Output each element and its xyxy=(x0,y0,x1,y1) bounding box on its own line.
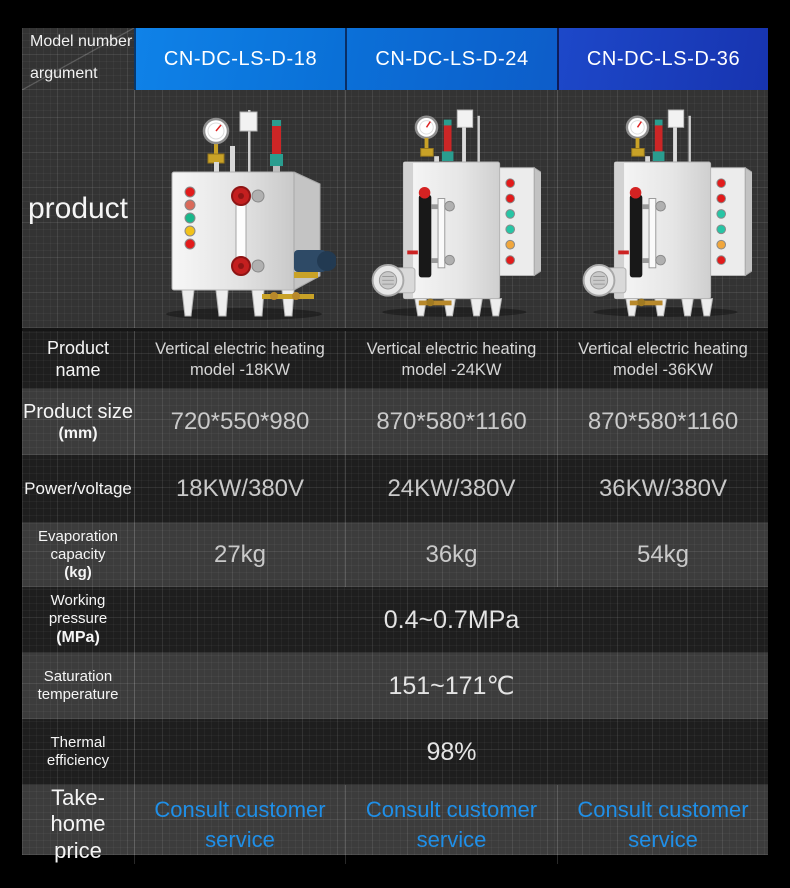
power-36: 36KW/380V xyxy=(557,455,768,523)
product-image-cell-36 xyxy=(557,90,768,328)
product-name-18: Vertical electric heating model -18KW xyxy=(134,331,345,389)
vertical-steam-boiler-24kw-image xyxy=(371,109,541,317)
model-header-18: CN-DC-LS-D-18 xyxy=(134,28,345,90)
row-evaporation-capacity: Evaporation capacity (kg) 27kg 36kg 54kg xyxy=(22,523,768,587)
row-price-label-cell: Take-home price xyxy=(22,785,134,864)
product-row: product xyxy=(22,90,768,328)
row-label: Evaporation capacity xyxy=(37,528,119,563)
evaporation-24: 36kg xyxy=(345,523,557,587)
product-row-label: product xyxy=(27,192,129,225)
row-label: Product size xyxy=(22,401,134,424)
header-corner-cell: Model number argument xyxy=(22,28,134,90)
row-product-size: Product size (mm) 720*550*980 870*580*11… xyxy=(22,389,768,455)
size-24: 870*580*1160 xyxy=(345,389,557,455)
row-saturation-label-cell: Saturation temperature xyxy=(22,653,134,719)
row-evaporation-label-cell: Evaporation capacity (kg) xyxy=(22,523,134,587)
row-thermal-label-cell: Thermal efficiency xyxy=(22,719,134,785)
product-row-label-cell: product xyxy=(22,90,134,328)
working-pressure-value: 0.4~0.7MPa xyxy=(134,587,768,653)
row-power-voltage: Power/voltage 18KW/380V 24KW/380V 36KW/3… xyxy=(22,455,768,523)
row-product-name-label-cell: Product name xyxy=(22,331,134,389)
row-label-unit: (mm) xyxy=(58,425,98,443)
row-label: Power/voltage xyxy=(24,478,132,498)
product-image-cell-24 xyxy=(345,90,557,328)
product-name-36: Vertical electric heating model -36KW xyxy=(557,331,768,389)
saturation-temperature-value: 151~171℃ xyxy=(134,653,768,719)
row-thermal-efficiency: Thermal efficiency 98% xyxy=(22,719,768,785)
consult-customer-service-link-36[interactable]: Consult customer service xyxy=(557,785,768,865)
spec-table: Model number argument CN-DC-LS-D-18 CN-D… xyxy=(22,28,768,865)
row-label: Product name xyxy=(46,338,110,380)
row-label: Take-home price xyxy=(50,785,106,863)
row-label: Thermal efficiency xyxy=(46,734,110,769)
vertical-steam-boiler-36kw-image xyxy=(582,109,752,317)
row-power-voltage-label-cell: Power/voltage xyxy=(22,455,134,523)
consult-customer-service-link-24[interactable]: Consult customer service xyxy=(345,785,557,865)
row-label-unit: (kg) xyxy=(64,564,92,581)
row-label-unit: (MPa) xyxy=(56,629,100,647)
power-18: 18KW/380V xyxy=(134,455,345,523)
row-saturation-temperature: Saturation temperature 151~171℃ xyxy=(22,653,768,719)
row-label: Saturation temperature xyxy=(37,668,119,703)
power-24: 24KW/380V xyxy=(345,455,557,523)
vertical-steam-boiler-18kw-image xyxy=(166,110,336,320)
evaporation-18: 27kg xyxy=(134,523,345,587)
row-working-pressure-label-cell: Working pressure (MPa) xyxy=(22,587,134,653)
model-header-24: CN-DC-LS-D-24 xyxy=(345,28,557,90)
model-header-36: CN-DC-LS-D-36 xyxy=(557,28,768,90)
row-product-size-label-cell: Product size (mm) xyxy=(22,389,134,455)
consult-customer-service-link-18[interactable]: Consult customer service xyxy=(134,785,345,865)
evaporation-36: 54kg xyxy=(557,523,768,587)
corner-label-bottom: argument xyxy=(30,65,98,82)
size-18: 720*550*980 xyxy=(134,389,345,455)
corner-label-top: Model number xyxy=(30,33,133,50)
row-take-home-price: Take-home price Consult customer service… xyxy=(22,785,768,865)
row-label: Working pressure xyxy=(48,592,108,628)
size-36: 870*580*1160 xyxy=(557,389,768,455)
row-product-name: Product name Vertical electric heating m… xyxy=(22,328,768,389)
product-image-cell-18 xyxy=(134,90,345,328)
header-row: Model number argument CN-DC-LS-D-18 CN-D… xyxy=(22,28,768,90)
product-name-24: Vertical electric heating model -24KW xyxy=(345,331,557,389)
thermal-efficiency-value: 98% xyxy=(134,719,768,785)
diagonal-divider xyxy=(22,28,134,90)
row-working-pressure: Working pressure (MPa) 0.4~0.7MPa xyxy=(22,587,768,653)
